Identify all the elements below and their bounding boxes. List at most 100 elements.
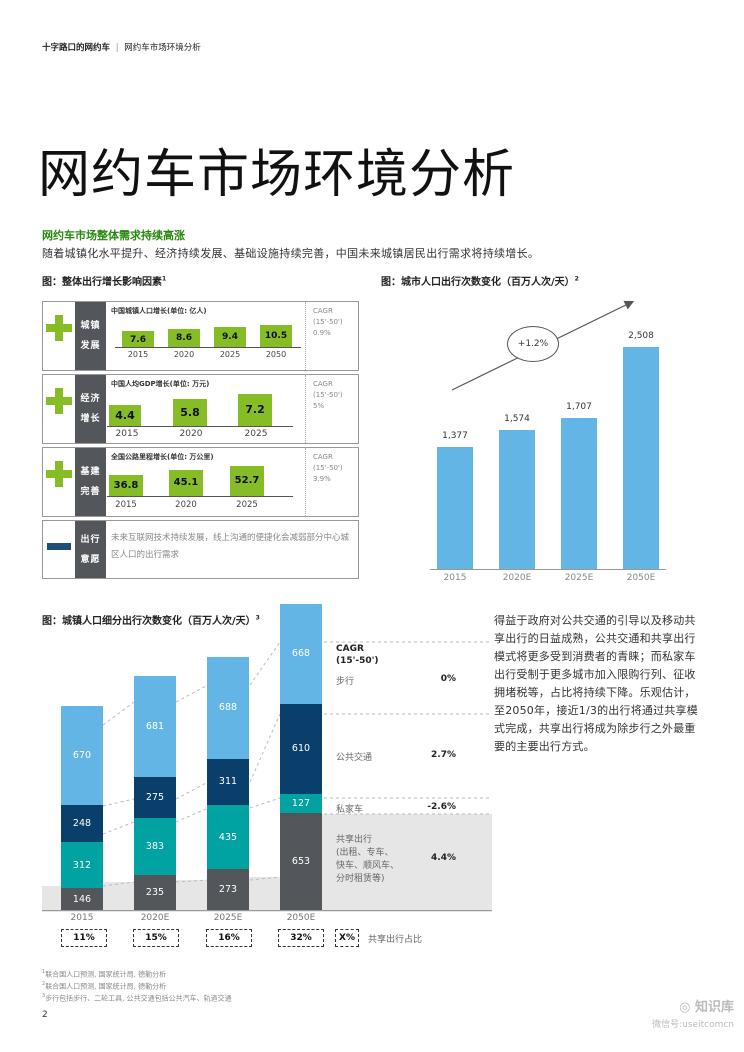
factor-box-urbanization: 城镇发展 中国城镇人口增长(单位: 亿人) 7.6 8.6 9.4 10.5 2… (42, 301, 359, 371)
section-heading: 网约车市场整体需求持续高涨 (42, 229, 185, 242)
bar-value-label: 1,574 (504, 413, 530, 424)
legend-share-line: 快车、顺风车、 (336, 861, 400, 871)
share-ratio-box: 15% (133, 929, 179, 947)
factor-body: 中国人均GDP增长(单位: 万元) 4.4 5.8 7.2 2015 2020 … (105, 375, 306, 443)
factor-subtitle: 中国人均GDP增长(单位: 万元) (111, 380, 210, 388)
cagr-label: CAGR (313, 307, 333, 315)
share-segment: 273 (207, 869, 249, 910)
factor-year: 2020 (173, 350, 195, 359)
cagr-public: 2.7% (431, 750, 456, 760)
footnote-sup: 3 (42, 993, 46, 999)
factor-year: 2050 (265, 350, 287, 359)
factor-axis (107, 426, 293, 427)
factor-bar: 8.6 (168, 329, 200, 347)
chart-bar (561, 417, 597, 569)
running-header: 十字路口的网约车 | 网约车市场环境分析 (42, 41, 201, 53)
legend-share: 共享出行 (出租、专车、 快车、顺风车、 分时租赁等) (336, 834, 399, 886)
bar-value-label: 1,377 (442, 431, 468, 442)
factor-bar: 52.7 (230, 466, 264, 496)
private-car-segment: 127 (280, 794, 322, 814)
footnote-3: 3步行包括步行、二轮工具, 公共交通包括公共汽车、轨道交通 (42, 993, 232, 1003)
legend-share-line: (出租、专车、 (336, 848, 394, 858)
share-ratio-box: 11% (61, 929, 107, 947)
walk-segment: 670 (61, 705, 103, 806)
walk-segment: 681 (134, 676, 176, 778)
cagr-period: (15'-50') (313, 391, 343, 399)
cagr-period: (15'-50') (336, 656, 379, 666)
share-segment: 146 (61, 888, 103, 910)
factor-box-economy: 经济增长 中国人均GDP增长(单位: 万元) 4.4 5.8 7.2 2015 … (42, 374, 359, 444)
factor-bar: 9.4 (214, 327, 246, 347)
x-tick-label: 2020E (140, 913, 170, 923)
footnote-2: 2联合国人口预测, 国家统计局, 德勤分析 (42, 981, 166, 991)
factor-bar: 45.1 (169, 470, 203, 496)
factor-year: 2020 (179, 429, 203, 439)
fig1-title: 图：整体出行增长影响因素1 (42, 273, 166, 288)
public-transit-segment: 610 (280, 703, 322, 795)
fig3-title: 图：城镇人口细分出行次数变化（百万人次/天）3 (42, 612, 260, 627)
share-segment: 235 (134, 875, 176, 910)
report-title: 十字路口的网约车 (42, 43, 111, 53)
fig1-sup: 1 (162, 275, 167, 283)
chart-bar (437, 447, 473, 569)
footnote-text: 步行包括步行、二轮工具, 公共交通包括公共汽车、轨道交通 (45, 994, 232, 1003)
header-separator: | (115, 43, 119, 53)
factor-bar: 10.5 (260, 325, 292, 347)
footnote-text: 联合国人口预测, 国家统计局, 德勤分析 (45, 970, 167, 979)
factor-year: 2015 (115, 500, 137, 510)
share-ratio-box: 16% (206, 929, 252, 947)
factor-cagr: CAGR (15'-50') 5% (313, 379, 343, 412)
factor-body: 全国公路里程增长(单位: 万公里) 36.8 45.1 52.7 2015 20… (105, 448, 306, 516)
factor-label: 经济增长 (75, 375, 106, 443)
share-ratio-legend-box: X% (335, 929, 359, 947)
factor-year: 2015 (127, 350, 149, 359)
factor-label: 城镇发展 (75, 302, 106, 370)
cagr-share: 4.4% (431, 853, 456, 863)
share-segment: 653 (280, 813, 322, 910)
cagr-walk: 0% (440, 674, 456, 684)
legend-share-line: 分时租赁等) (336, 874, 385, 884)
public-transit-segment: 248 (61, 805, 103, 842)
plus-icon (46, 315, 72, 341)
factor-note: 未来互联网技术持续发展，线上沟通的便捷化会减弱部分中心城区人口的出行需求 (111, 533, 350, 560)
bar-value-label: 2,508 (628, 331, 654, 342)
x-tick-label: 2015 (443, 573, 467, 583)
chart-bar (499, 429, 535, 569)
x-tick-label: 2025E (564, 573, 594, 583)
footnote-text: 联合国人口预测, 国家统计局, 德勤分析 (45, 982, 167, 991)
factor-bar: 36.8 (109, 475, 143, 496)
fig2-title: 图：城市人口出行次数变化（百万人次/天）2 (381, 273, 579, 288)
cagr-value: 5% (313, 402, 325, 410)
factor-year: 2025 (244, 429, 268, 439)
x-tick-label: 2020E (502, 573, 532, 583)
header-section: 网约车市场环境分析 (124, 43, 201, 53)
public-transit-segment: 311 (207, 758, 249, 805)
factor-axis (107, 496, 293, 497)
factor-bar: 7.6 (122, 331, 154, 347)
x-tick-label: 2050E (286, 913, 316, 923)
factor-year: 2015 (115, 429, 139, 439)
private-car-segment: 312 (61, 841, 103, 889)
growth-badge: +1.2% (507, 326, 559, 362)
share-ratio-box: 32% (278, 929, 324, 947)
cagr-period: (15'-50') (313, 318, 343, 326)
factor-cagr: CAGR (15'-50') 3.9% (313, 452, 343, 485)
factor-bar: 5.8 (173, 399, 207, 426)
section-intro: 随着城镇化水平提升、经济持续发展、基础设施持续完善，中国未来城镇居民出行需求将持… (42, 247, 540, 260)
private-car-segment: 435 (207, 804, 249, 870)
factor-year: 2025 (236, 500, 258, 510)
minus-icon (47, 543, 71, 550)
wechat-icon: ◎ (679, 1000, 695, 1015)
legend-share-line: 共享出行 (336, 835, 373, 845)
share-ratio-legend: 共享出行占比 (368, 935, 423, 945)
legend-walk: 步行 (336, 677, 355, 687)
factor-body: 中国城镇人口增长(单位: 亿人) 7.6 8.6 9.4 10.5 2015 2… (105, 302, 306, 370)
walk-segment: 668 (280, 604, 322, 704)
factor-box-infrastructure: 基建完善 全国公路里程增长(单位: 万公里) 36.8 45.1 52.7 20… (42, 447, 359, 517)
plus-icon (46, 388, 72, 414)
bar-value-label: 1,707 (566, 401, 592, 412)
x-tick-label: 2050E (626, 573, 656, 583)
footnote-1: 1联合国人口预测, 国家统计局, 德勤分析 (42, 969, 166, 979)
factor-subtitle: 中国城镇人口增长(单位: 亿人) (111, 307, 207, 315)
cagr-value: 3.9% (313, 475, 331, 483)
